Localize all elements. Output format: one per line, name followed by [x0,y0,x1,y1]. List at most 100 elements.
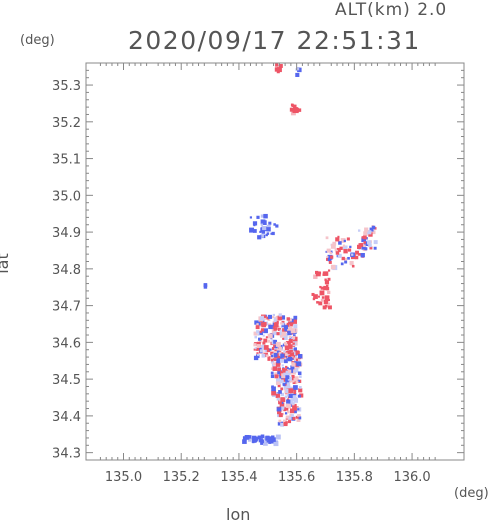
echo-pixel [288,420,292,424]
y-tick-label: 35.2 [52,116,81,131]
echo-pixel [256,215,260,219]
echo-pixel [320,298,324,302]
echo-pixel [368,232,373,237]
echo-pixel [294,376,299,381]
echo-pixel [324,295,330,301]
echo-pixel [323,299,329,305]
echo-pixel [360,252,365,258]
echo-pixel [317,295,320,298]
echo-pixel [283,419,288,424]
x-tick-label: 135.0 [105,470,142,485]
echo-pixel [271,386,276,392]
echo-pixel [334,248,338,251]
echo-pixel [277,384,281,388]
echo-pixel [343,239,346,243]
echo-pixel [260,328,265,332]
echo-pixel [279,358,285,363]
echo-pixel [285,356,289,360]
echo-pixel [279,402,285,408]
echo-pixel [327,269,331,272]
echo-pixel [265,436,270,441]
echo-pixel [371,225,376,230]
echo-pixel [325,236,329,240]
echo-pixel [288,388,294,394]
echo-pixel [355,250,359,255]
echo-pixel [260,439,264,444]
echo-pixel [297,108,302,112]
echo-pixel [258,337,262,341]
echo-pixel [284,395,288,399]
echo-pixel [324,278,327,281]
echo-pixel [343,249,348,254]
echo-pixel [321,296,325,299]
echo-pixel [266,227,271,232]
echo-pixel [335,249,338,253]
echo-pixel [277,407,282,412]
echo-pixel [278,419,282,423]
echo-pixel [266,354,269,358]
x-tick-label: 135.6 [278,470,315,485]
echo-pixel [288,393,293,398]
echo-pixel [342,244,346,247]
echo-pixel [297,414,300,417]
echo-pixel [283,370,287,374]
timestamp-title: 2020/09/17 22:51:31 [128,26,421,55]
echo-pixel [347,248,352,252]
echo-pixel [252,221,258,226]
echo-pixel [283,350,286,353]
echo-pixel [289,349,293,354]
echo-pixel [259,331,263,336]
echo-pixel [287,350,291,354]
echo-pixel [263,328,268,334]
echo-pixel [373,246,377,250]
echo-pixel [285,352,289,356]
echo-pixel [293,104,297,108]
y-tick-label: 35.3 [52,79,81,94]
echo-pixel [256,352,259,355]
echo-pixel [259,316,265,321]
echo-pixel [288,399,293,404]
echo-pixel [269,438,273,442]
echo-pixel [261,344,266,350]
echo-pixel [271,316,275,319]
echo-pixel [298,358,301,362]
echo-pixel [253,343,257,347]
echo-pixel [284,359,288,364]
echo-pixel [280,397,286,403]
echo-pixel [265,233,268,237]
echo-pixel [339,246,343,250]
echo-pixel [288,318,292,322]
echo-pixel [292,350,296,353]
echo-pixel [270,356,275,362]
echo-pixel [276,67,282,73]
echo-pixel [286,393,290,397]
echo-pixel [266,348,271,353]
echo-pixel [373,240,378,245]
echo-pixel [273,351,277,354]
echo-pixel [281,331,287,337]
echo-pixel [298,416,302,420]
echo-pixel [326,248,331,253]
echo-pixel [354,255,359,260]
echo-pixel [341,256,345,261]
echo-pixel [292,381,296,384]
echo-pixel [260,337,263,341]
echo-pixel [312,297,316,301]
echo-pixel [277,315,283,321]
echo-pixel [257,353,260,356]
echo-pixel [261,353,266,358]
echo-pixel [263,338,268,343]
echo-pixel [287,330,292,336]
echo-pixel [274,67,280,72]
echo-pixel [259,349,264,353]
echo-pixel [278,354,281,357]
echo-pixel [281,364,284,367]
echo-pixel [287,344,293,349]
echo-pixel [278,413,283,418]
echo-pixel [344,260,348,264]
echo-pixel [280,315,286,320]
echo-pixel [327,290,331,295]
echo-pixel [296,67,300,71]
echo-pixel [349,245,352,249]
